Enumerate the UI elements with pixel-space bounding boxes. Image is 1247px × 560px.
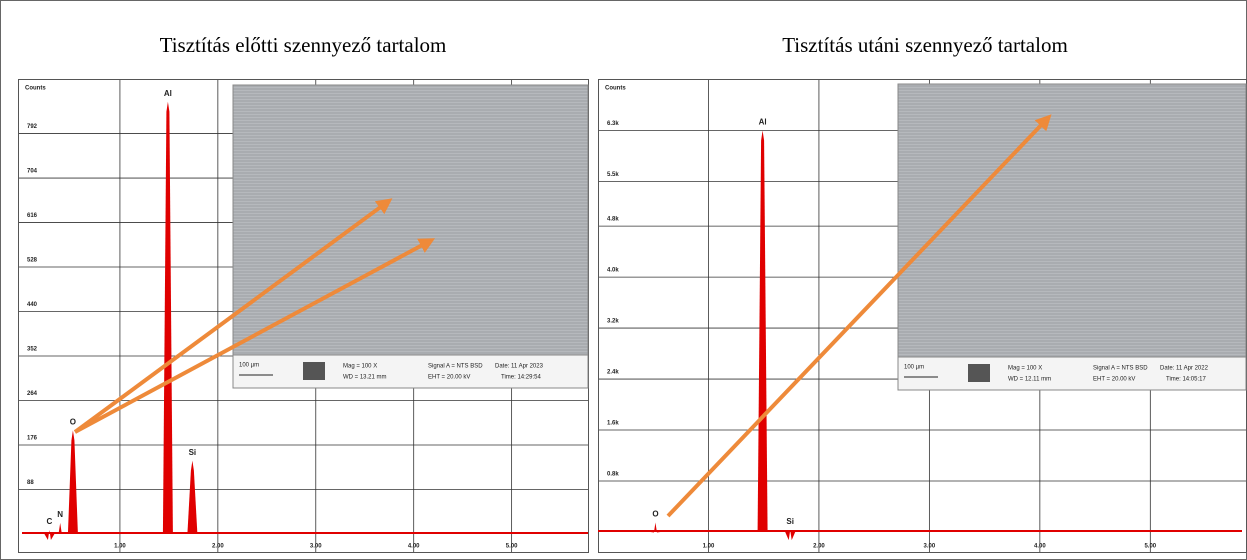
y-axis-label: Counts — [25, 86, 46, 92]
arrow — [73, 198, 393, 434]
sem-info: Date: 11 Apr 2023 — [495, 364, 544, 370]
peak — [55, 522, 66, 534]
peak-label: O — [70, 417, 76, 426]
sem-info-bar — [232, 354, 589, 389]
sem-info: Signal A = NTS BSD — [1093, 366, 1148, 372]
sem-info: EHT = 20.00 kV — [1093, 377, 1135, 383]
peak — [785, 530, 796, 541]
y-tick-label: 3.2k — [607, 319, 619, 325]
peak-label: Al — [759, 118, 767, 127]
x-tick-label: 3.00 — [310, 544, 322, 550]
peak-label: Al — [164, 89, 172, 98]
peak — [650, 522, 661, 533]
sem-info-bar — [897, 356, 1247, 391]
x-tick-label: 1.00 — [703, 544, 715, 550]
sem-info: Mag = 100 X — [1008, 366, 1042, 372]
arrow — [74, 238, 436, 434]
sem-image — [232, 84, 589, 356]
logo — [303, 362, 325, 380]
y-tick-label: 264 — [27, 391, 38, 397]
peak-label: O — [652, 510, 658, 519]
chart-title: Tisztítás előtti szennyező tartalom — [160, 33, 447, 57]
peak — [44, 529, 55, 540]
peak — [162, 101, 173, 535]
y-tick-label: 176 — [27, 436, 38, 442]
y-tick-label: 704 — [27, 169, 38, 175]
y-tick-label: 4.8k — [607, 217, 619, 223]
x-tick-label: 3.00 — [924, 544, 936, 550]
sem-info: WD = 12.11 mm — [1008, 377, 1051, 383]
y-tick-label: 528 — [27, 258, 38, 264]
x-tick-label: 4.00 — [1034, 544, 1046, 550]
peak-label: Si — [786, 517, 794, 526]
x-tick-label: 1.00 — [114, 544, 126, 550]
y-tick-label: 616 — [27, 213, 38, 219]
peak-label: C — [47, 517, 53, 526]
sem-info: Time: 14:29:54 — [501, 375, 541, 381]
y-tick-label: 792 — [27, 124, 38, 130]
x-tick-label: 5.00 — [506, 544, 518, 550]
y-tick-label: 2.4k — [607, 370, 619, 376]
peak — [67, 430, 78, 534]
logo — [968, 364, 990, 382]
sem-info: Signal A = NTS BSD — [428, 364, 483, 370]
y-tick-label: 6.3k — [607, 121, 619, 127]
y-tick-label: 88 — [27, 480, 34, 486]
sem-image — [897, 83, 1247, 358]
scale-label: 100 µm — [239, 363, 259, 369]
peak — [757, 130, 768, 532]
scale-label: 100 µm — [904, 365, 924, 371]
y-axis-label: Counts — [605, 86, 626, 92]
y-tick-label: 1.6k — [607, 421, 619, 427]
sem-info: WD = 13.21 mm — [343, 375, 387, 381]
y-tick-label: 4.0k — [607, 268, 619, 274]
y-tick-label: 440 — [27, 302, 38, 308]
x-tick-label: 2.00 — [212, 544, 224, 550]
peak-label: N — [57, 510, 63, 519]
y-tick-label: 0.8k — [607, 472, 619, 478]
x-tick-label: 5.00 — [1144, 544, 1156, 550]
x-tick-label: 2.00 — [813, 544, 825, 550]
sem-info: Mag = 100 X — [343, 364, 377, 370]
y-tick-label: 5.5k — [607, 172, 619, 178]
sem-info: Date: 11 Apr 2022 — [1160, 366, 1209, 372]
sem-info: Time: 14:05:17 — [1166, 377, 1206, 383]
chart-title: Tisztítás utáni szennyező tartalom — [782, 33, 1068, 57]
x-tick-label: 4.00 — [408, 544, 420, 550]
y-tick-label: 352 — [27, 347, 38, 353]
peak — [187, 460, 198, 534]
peak-label: Si — [189, 448, 197, 457]
sem-info: EHT = 20.00 kV — [428, 375, 470, 381]
arrow — [666, 114, 1052, 518]
